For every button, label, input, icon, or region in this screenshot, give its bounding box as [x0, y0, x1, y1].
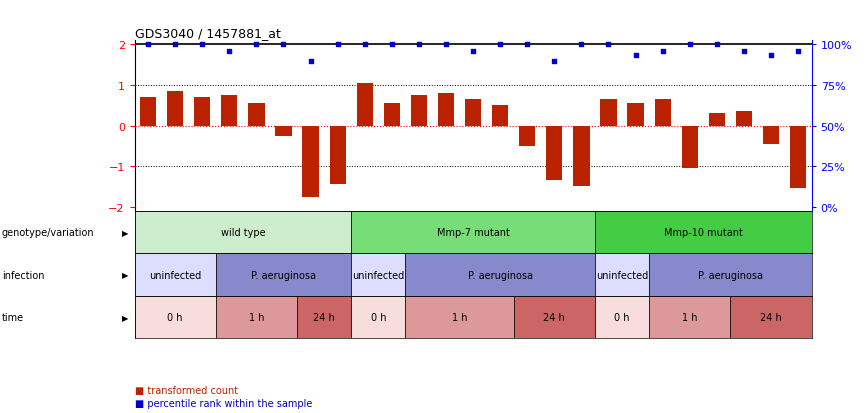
Text: 0 h: 0 h [168, 312, 183, 323]
Bar [465, 100, 481, 126]
Text: infection: infection [2, 270, 44, 280]
Bar [352, 296, 405, 339]
Bar [405, 296, 514, 339]
Bar [216, 254, 352, 296]
Point [168, 42, 182, 49]
Text: 1 h: 1 h [682, 312, 698, 323]
Text: ▶: ▶ [122, 228, 128, 237]
Point [575, 42, 589, 49]
Text: uninfected: uninfected [352, 270, 404, 280]
Point [358, 42, 372, 49]
Bar [514, 296, 595, 339]
Bar [221, 96, 238, 126]
Text: 0 h: 0 h [615, 312, 630, 323]
Text: Mmp-10 mutant: Mmp-10 mutant [664, 228, 743, 237]
Text: uninfected: uninfected [596, 270, 648, 280]
Bar [649, 296, 730, 339]
Point [222, 48, 236, 55]
Bar [297, 296, 352, 339]
Bar [681, 126, 698, 169]
Bar [135, 254, 216, 296]
Point [655, 48, 669, 55]
Bar [135, 296, 216, 339]
Text: uninfected: uninfected [149, 270, 201, 280]
Text: 0 h: 0 h [371, 312, 386, 323]
Text: ■ percentile rank within the sample: ■ percentile rank within the sample [135, 398, 312, 408]
Bar [708, 114, 725, 126]
Bar [194, 98, 210, 126]
Text: P. aeruginosa: P. aeruginosa [698, 270, 763, 280]
Bar [330, 126, 345, 185]
Point [141, 42, 155, 49]
Bar [595, 211, 812, 254]
Point [520, 42, 534, 49]
Bar [730, 296, 812, 339]
Bar [352, 254, 405, 296]
Point [628, 52, 642, 59]
Point [412, 42, 426, 49]
Bar [492, 106, 509, 126]
Text: genotype/variation: genotype/variation [2, 228, 95, 237]
Point [493, 42, 507, 49]
Bar [546, 126, 562, 181]
Point [683, 42, 697, 49]
Bar [216, 296, 297, 339]
Text: Mmp-7 mutant: Mmp-7 mutant [437, 228, 510, 237]
Bar [601, 100, 616, 126]
Point [249, 42, 263, 49]
Point [791, 48, 805, 55]
Point [439, 42, 453, 49]
Bar [275, 126, 292, 136]
Point [304, 58, 318, 65]
Point [548, 58, 562, 65]
Point [195, 42, 209, 49]
Bar [357, 84, 373, 126]
Bar [649, 254, 812, 296]
Bar [140, 98, 156, 126]
Bar [763, 126, 779, 145]
Bar [736, 112, 752, 126]
Bar [352, 211, 595, 254]
Point [331, 42, 345, 49]
Text: 1 h: 1 h [248, 312, 264, 323]
Bar [302, 126, 319, 197]
Point [277, 42, 291, 49]
Text: 24 h: 24 h [760, 312, 782, 323]
Text: P. aeruginosa: P. aeruginosa [251, 270, 316, 280]
Point [710, 42, 724, 49]
Bar [384, 104, 400, 126]
Text: time: time [2, 312, 23, 323]
Bar [135, 211, 352, 254]
Text: ▶: ▶ [122, 271, 128, 280]
Point [737, 48, 751, 55]
Bar [595, 254, 649, 296]
Bar [573, 126, 589, 187]
Bar [595, 296, 649, 339]
Text: 24 h: 24 h [543, 312, 565, 323]
Point [602, 42, 615, 49]
Point [466, 48, 480, 55]
Text: GDS3040 / 1457881_at: GDS3040 / 1457881_at [135, 27, 280, 40]
Text: 24 h: 24 h [313, 312, 335, 323]
Bar [411, 96, 427, 126]
Bar [248, 104, 265, 126]
Text: P. aeruginosa: P. aeruginosa [468, 270, 533, 280]
Text: wild type: wild type [220, 228, 266, 237]
Bar [654, 100, 671, 126]
Bar [519, 126, 536, 147]
Bar [790, 126, 806, 189]
Point [764, 52, 778, 59]
Point [385, 42, 398, 49]
Bar [405, 254, 595, 296]
Text: ▶: ▶ [122, 313, 128, 322]
Bar [437, 94, 454, 126]
Text: ■ transformed count: ■ transformed count [135, 385, 238, 395]
Text: 1 h: 1 h [451, 312, 467, 323]
Bar [628, 104, 644, 126]
Bar [167, 92, 183, 126]
